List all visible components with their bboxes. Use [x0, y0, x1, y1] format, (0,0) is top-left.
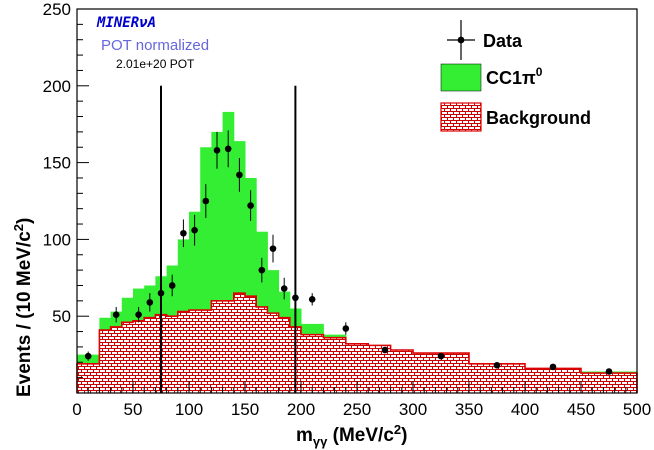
- data-point: [493, 362, 501, 369]
- data-point: [605, 368, 613, 375]
- background-bar: [413, 353, 470, 393]
- data-point: [202, 197, 210, 205]
- x-tick-label: 200: [287, 400, 315, 419]
- legend-signal-label: CC1π0: [486, 65, 543, 88]
- background-bar: [245, 296, 257, 393]
- legend-background-label: Background: [486, 108, 591, 128]
- y-tick-label: 100: [43, 230, 71, 249]
- y-tick-label: 150: [43, 154, 71, 173]
- x-tick-label: 250: [343, 400, 371, 419]
- background-bar: [267, 313, 279, 393]
- y-tick-label: 200: [43, 77, 71, 96]
- background-outline: [76, 292, 638, 393]
- data-point: [292, 294, 299, 302]
- data-point: [549, 363, 557, 371]
- cut-lines: [160, 85, 297, 393]
- background-bar: [121, 322, 134, 393]
- y-axis-title: Events / (10 MeV/c2): [11, 218, 35, 397]
- background-bar: [323, 337, 347, 393]
- legend-data-marker: [447, 20, 475, 60]
- background-bar: [200, 310, 212, 393]
- data-point: [191, 226, 198, 234]
- background-bar: [233, 293, 246, 393]
- background-bar: [222, 300, 235, 393]
- data-point: [157, 289, 165, 297]
- axis-ticks: 0 50 100 150 200 250 300 350 400 450 500 50 100 150 20…: [43, 0, 652, 419]
- normalization-label: POT normalized: [101, 37, 209, 54]
- background-bar: [390, 349, 414, 393]
- data-point: [437, 352, 445, 360]
- data-point: [258, 266, 266, 274]
- data-point: [146, 299, 154, 306]
- background-bar: [368, 345, 391, 393]
- background-bar: [525, 368, 582, 393]
- signal-bar: [245, 177, 257, 393]
- x-axis-title: mγγ (MeV/c2): [296, 422, 407, 449]
- background-bar: [256, 306, 268, 393]
- background-bar: [133, 320, 145, 393]
- data-point: [280, 285, 288, 292]
- x-tick-label: 50: [124, 400, 143, 419]
- background-bar: [177, 311, 190, 393]
- data-point: [84, 352, 92, 360]
- y-tick-label: 250: [43, 0, 71, 19]
- legend-data-label: Data: [483, 31, 523, 51]
- legend-background-swatch: [440, 102, 482, 132]
- data-point: [342, 325, 350, 332]
- x-tick-label: 350: [455, 400, 483, 419]
- signal-bar: [222, 111, 235, 394]
- legend: Data CC1π0 Background: [440, 20, 591, 132]
- x-tick-label: 450: [567, 400, 595, 419]
- data-point: [213, 147, 221, 154]
- pot-label: 2.01e+20 POT: [116, 57, 195, 71]
- background-bar: [110, 326, 123, 393]
- data-point: [381, 346, 389, 354]
- x-tick-label: 300: [399, 400, 427, 419]
- background-bar: [77, 363, 100, 393]
- data-point: [135, 311, 142, 318]
- x-tick-label: 0: [72, 400, 81, 419]
- data-point: [308, 296, 316, 303]
- data-point: [247, 202, 254, 209]
- y-tick-label: 50: [52, 307, 71, 326]
- signal-bar: [189, 211, 201, 393]
- data-point: [168, 282, 176, 289]
- x-tick-label: 500: [623, 400, 651, 419]
- background-bar: [469, 363, 526, 393]
- background-bar: [581, 373, 638, 393]
- signal-bar: [200, 147, 212, 393]
- data-point: [112, 311, 120, 318]
- experiment-label: MINERνA: [96, 15, 156, 31]
- legend-signal-swatch: [440, 63, 482, 92]
- data-point: [236, 171, 243, 179]
- background-bar: [278, 317, 291, 393]
- background-bar: [144, 317, 156, 393]
- background-bar: [99, 330, 111, 393]
- data-points: [84, 130, 613, 375]
- data-point: [224, 145, 232, 153]
- background-bar: [166, 316, 179, 393]
- signal-bar: [211, 131, 224, 393]
- x-tick-label: 150: [231, 400, 259, 419]
- data-point: [180, 229, 187, 237]
- x-tick-label: 100: [175, 400, 203, 419]
- background-bar: [345, 343, 369, 393]
- data-point: [269, 245, 277, 252]
- x-tick-label: 400: [511, 400, 539, 419]
- background-bar: [301, 334, 324, 393]
- background-bar: [189, 310, 201, 393]
- background-bar: [211, 300, 223, 393]
- signal-bar: [233, 141, 246, 393]
